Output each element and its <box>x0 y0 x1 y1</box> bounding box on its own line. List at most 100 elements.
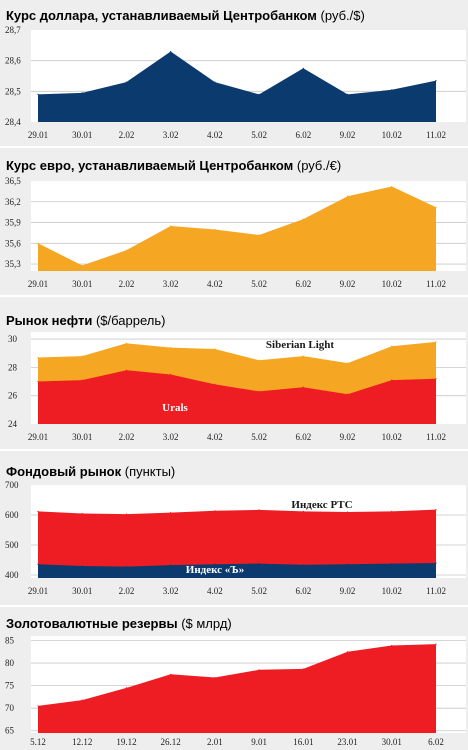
y-tick-label: 26 <box>8 391 18 401</box>
data-point <box>214 348 216 350</box>
series-label: Urals <box>162 402 188 414</box>
series-label: Индекс «Ъ» <box>186 564 244 576</box>
x-tick-label: 10.02 <box>382 279 402 289</box>
data-point <box>302 67 304 69</box>
data-point <box>170 673 172 675</box>
series-area-1 <box>38 51 436 122</box>
x-tick-label: 2.02 <box>119 130 135 140</box>
x-tick-label: 30.01 <box>72 432 92 442</box>
data-point <box>346 511 349 513</box>
data-point <box>391 510 393 512</box>
data-point <box>391 379 393 381</box>
data-point <box>214 228 216 231</box>
y-tick-label: 28,7 <box>5 25 21 35</box>
series-label: Индекс РТС <box>291 499 352 511</box>
x-tick-label: 5.12 <box>30 737 46 747</box>
data-point <box>346 393 349 395</box>
chart-panel-1: Курс доллара, устанавливаемый Центробанк… <box>0 0 468 146</box>
data-point <box>81 379 83 381</box>
data-point <box>346 93 349 95</box>
data-point <box>214 510 216 512</box>
data-point <box>435 378 437 380</box>
x-tick-label: 5.02 <box>251 432 267 442</box>
x-tick-label: 11.02 <box>426 586 446 596</box>
data-point <box>302 564 304 566</box>
data-point <box>258 234 260 236</box>
data-point <box>125 342 128 344</box>
y-tick-label: 35,6 <box>5 238 21 248</box>
x-tick-label: 9.01 <box>251 737 267 747</box>
data-point <box>81 264 83 267</box>
x-tick-label: 29.01 <box>28 432 48 442</box>
x-tick-label: 6.02 <box>295 586 311 596</box>
chart-panel-3: Рынок нефти ($/баррель) 24 26 28 30 Siberian … <box>0 297 468 449</box>
x-tick-label: 3.02 <box>163 432 179 442</box>
y-tick-label: 28,5 <box>5 86 21 96</box>
x-tick-label: 4.02 <box>207 432 223 442</box>
x-tick-label: 4.02 <box>207 586 223 596</box>
x-tick-label: 9.02 <box>340 432 356 442</box>
data-point <box>170 225 172 227</box>
chart-panel-4: Фондовый рынок (пункты) 400 500 600 700 Индек… <box>0 451 468 605</box>
x-tick-label: 3.02 <box>163 130 179 140</box>
x-tick-label: 16.01 <box>293 737 313 747</box>
data-point <box>37 563 39 565</box>
data-point <box>302 218 304 220</box>
y-tick-label: 600 <box>5 510 19 520</box>
data-point <box>258 669 260 671</box>
data-point <box>346 362 349 364</box>
x-tick-label: 4.02 <box>207 279 223 289</box>
data-point <box>81 699 83 701</box>
y-tick-label: 70 <box>5 703 15 713</box>
data-point <box>214 383 216 385</box>
x-tick-label: 5.02 <box>251 130 267 140</box>
y-tick-label: 75 <box>5 681 15 691</box>
y-tick-label: 35,3 <box>5 259 21 269</box>
data-point <box>37 356 39 359</box>
x-tick-label: 10.02 <box>382 130 402 140</box>
data-point <box>391 563 393 565</box>
x-tick-label: 5.02 <box>251 586 267 596</box>
data-point <box>258 509 260 511</box>
y-tick-label: 36,5 <box>5 176 21 186</box>
data-point <box>170 50 172 53</box>
data-point <box>214 676 216 679</box>
x-tick-label: 3.02 <box>163 586 179 596</box>
x-tick-label: 11.02 <box>426 130 446 140</box>
data-point <box>170 564 172 566</box>
data-point <box>258 359 260 361</box>
data-point <box>37 242 39 244</box>
data-point <box>125 687 128 689</box>
x-tick-label: 2.02 <box>119 432 135 442</box>
chart-title: Фондовый рынок (пункты) <box>6 464 175 479</box>
x-tick-label: 6.02 <box>295 279 311 289</box>
x-tick-label: 30.01 <box>72 130 92 140</box>
data-point <box>435 509 437 511</box>
data-point <box>391 89 393 91</box>
x-tick-label: 9.02 <box>340 279 356 289</box>
data-point <box>37 510 39 512</box>
data-point <box>81 512 83 515</box>
chart-title: Курс доллара, устанавливаемый Центробанк… <box>6 8 365 23</box>
x-tick-label: 9.02 <box>340 130 356 140</box>
y-tick-label: 35,9 <box>5 218 21 228</box>
data-point <box>214 563 216 565</box>
x-tick-label: 5.02 <box>251 279 267 289</box>
y-tick-label: 30 <box>8 334 18 344</box>
x-tick-label: 6.02 <box>295 130 311 140</box>
data-point <box>302 510 304 512</box>
chart-title: Курс евро, устанавливаемый Центробанком … <box>6 158 341 173</box>
y-tick-label: 500 <box>5 540 19 550</box>
x-tick-label: 3.02 <box>163 279 179 289</box>
data-point <box>391 185 393 188</box>
series-area-1 <box>38 509 436 578</box>
series-area-1 <box>38 186 436 271</box>
y-tick-label: 80 <box>5 658 15 668</box>
data-point <box>214 81 216 83</box>
data-point <box>170 511 172 514</box>
x-tick-label: 4.02 <box>207 130 223 140</box>
data-point <box>37 705 39 707</box>
data-point <box>435 80 437 82</box>
y-tick-label: 24 <box>8 419 18 429</box>
